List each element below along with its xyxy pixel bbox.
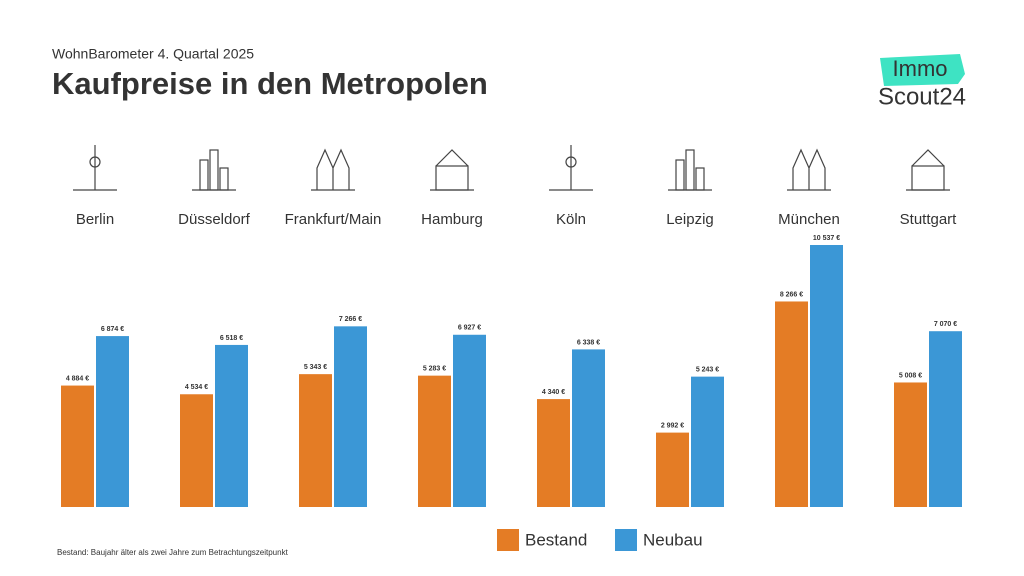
icon-line (695, 167, 705, 191)
bar (810, 245, 843, 507)
bar (775, 301, 808, 507)
bar (418, 375, 451, 507)
value-label: 2 992 € (661, 422, 684, 429)
value-label: 5 343 € (304, 364, 327, 371)
chart-subtitle: WohnBarometer 4. Quartal 2025 (52, 46, 254, 62)
value-label: 5 008 € (899, 372, 922, 379)
value-label: 5 243 € (696, 366, 719, 373)
city-icon (668, 149, 712, 191)
city-icon (906, 149, 950, 191)
value-label: 4 884 € (66, 375, 89, 382)
x-tick-label: Köln (556, 211, 586, 228)
footnote: Bestand: Baujahr älter als zwei Jahre zu… (57, 548, 289, 557)
x-tick-label: München (778, 211, 840, 228)
x-tick-label: Frankfurt/Main (285, 211, 382, 228)
bar (215, 344, 248, 507)
x-tick-label: Hamburg (421, 211, 483, 228)
city-icon (430, 149, 474, 191)
logo-text: Scout24 (878, 83, 966, 110)
value-label: 8 266 € (780, 291, 803, 298)
bar (929, 331, 962, 507)
legend-label: Neubau (643, 530, 703, 549)
x-tick-label: Berlin (76, 211, 114, 228)
icon-line (219, 167, 229, 191)
bar (537, 399, 570, 507)
value-label: 10 537 € (813, 235, 840, 242)
logo: Immo Scout24 (878, 54, 966, 110)
value-label: 6 338 € (577, 339, 600, 346)
bar (96, 336, 129, 507)
value-label: 7 266 € (339, 316, 362, 323)
bar (453, 334, 486, 507)
icon-line (911, 165, 945, 191)
logo-badge (880, 54, 965, 86)
icon-line (685, 149, 695, 191)
icon-line (435, 165, 469, 191)
bar (299, 374, 332, 507)
value-label: 6 518 € (220, 335, 243, 342)
x-tick-label: Düsseldorf (178, 211, 251, 228)
icon-line (792, 148, 826, 190)
legend-swatch (497, 529, 519, 551)
logo-text: Immo (893, 56, 948, 81)
icon-line (199, 159, 209, 191)
city-icon (311, 148, 355, 191)
icon-line (675, 159, 685, 191)
bar (180, 394, 213, 507)
icon-line (911, 149, 945, 167)
value-label: 7 070 € (934, 321, 957, 328)
bar (656, 432, 689, 507)
x-tick-label: Stuttgart (900, 211, 958, 228)
value-label: 6 927 € (458, 325, 481, 332)
x-tick-label: Leipzig (666, 211, 714, 228)
icon-line (316, 148, 350, 190)
bar (334, 326, 367, 507)
legend-swatch (615, 529, 637, 551)
icon-line (89, 156, 101, 168)
chart-title: Kaufpreise in den Metropolen (52, 66, 488, 101)
value-label: 4 340 € (542, 389, 565, 396)
city-icon (73, 145, 117, 191)
value-label: 6 874 € (101, 326, 124, 333)
value-label: 5 283 € (423, 365, 446, 372)
icon-line (565, 156, 577, 168)
icon-line (209, 149, 219, 191)
city-icon (787, 148, 831, 191)
value-label: 4 534 € (185, 384, 208, 391)
city-icon (192, 149, 236, 191)
city-icon (549, 145, 593, 191)
bar (894, 382, 927, 507)
bar (572, 349, 605, 507)
bar (691, 376, 724, 507)
bar (61, 385, 94, 507)
icon-line (435, 149, 469, 167)
legend-label: Bestand (525, 530, 587, 549)
